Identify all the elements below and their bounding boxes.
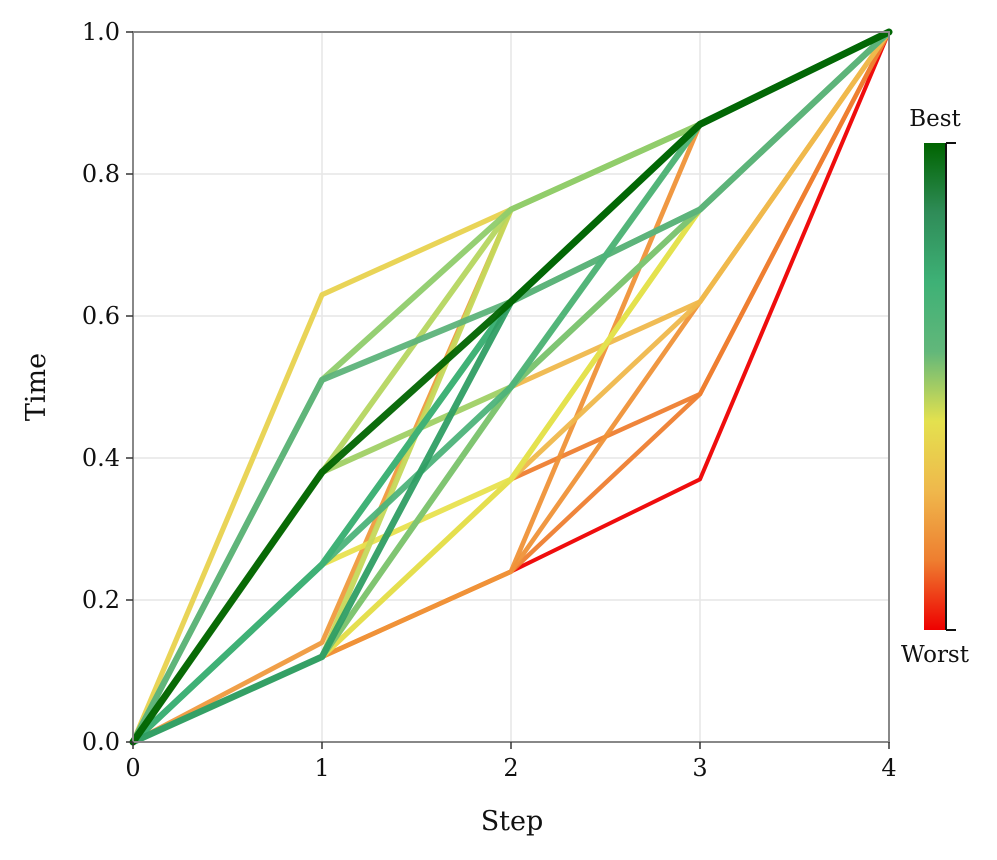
series-line-23 [129, 28, 893, 746]
axis-ticks: 0 1 2 3 4 0.0 0.2 0.4 0.6 0.8 1.0 [82, 18, 897, 782]
colorbar-best-label: Best [909, 106, 961, 132]
y-axis-label: Time [21, 353, 52, 421]
y-tick-label: 0.8 [82, 160, 120, 188]
y-tick-label: 0.2 [82, 586, 120, 614]
x-tick-label: 1 [314, 754, 329, 782]
colorbar: Best Worst [901, 106, 970, 668]
x-tick-label: 2 [503, 754, 518, 782]
colorbar-worst-label: Worst [901, 642, 970, 668]
series-lines [129, 28, 893, 746]
x-tick-label: 3 [692, 754, 707, 782]
y-tick-label: 1.0 [82, 18, 120, 46]
x-axis-label: Step [481, 806, 544, 837]
y-tick-label: 0.0 [82, 728, 120, 756]
colorbar-gradient [924, 143, 946, 630]
y-tick-label: 0.4 [82, 444, 120, 472]
x-tick-label: 0 [125, 754, 140, 782]
y-tick-label: 0.6 [82, 302, 120, 330]
x-tick-label: 4 [881, 754, 896, 782]
